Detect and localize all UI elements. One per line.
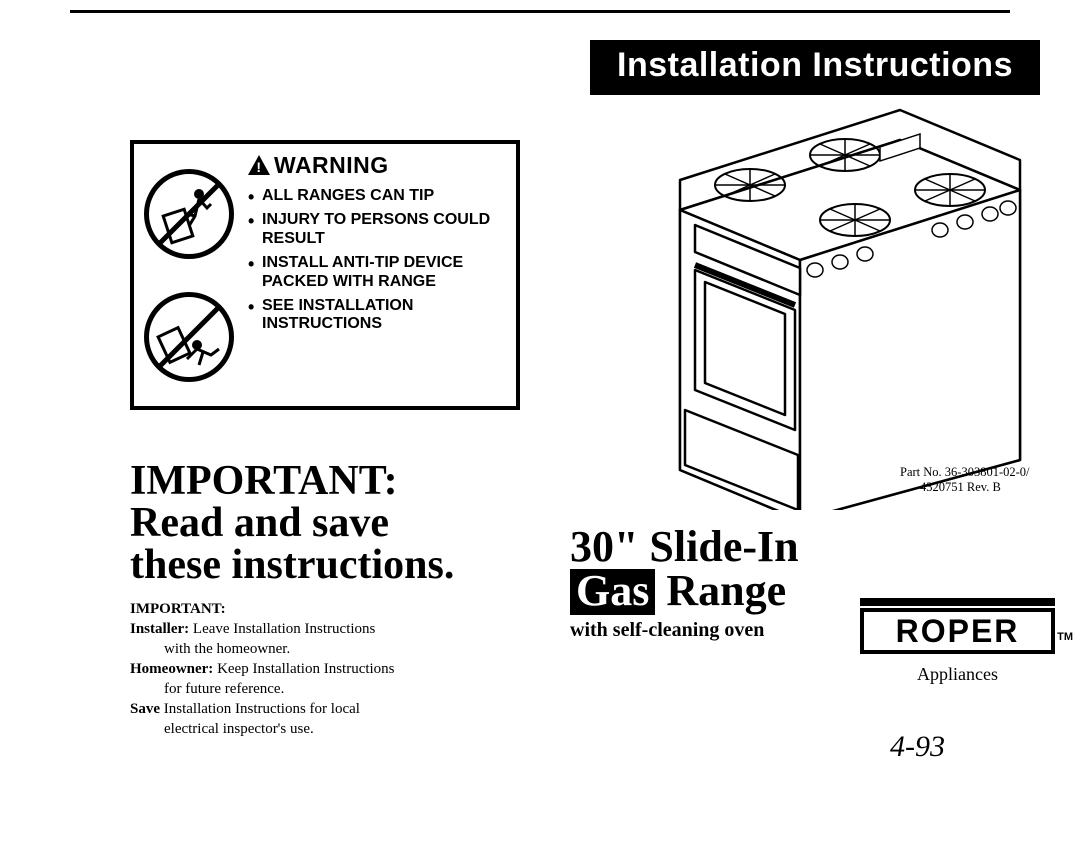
important-l3: these instructions. [130,544,454,586]
warning-item: ALL RANGES CAN TIP [248,187,506,205]
notes-home-2: for future reference. [130,680,530,698]
banner: Installation Instructions [590,40,1040,95]
notes-save-b: Save [130,701,160,717]
notes: IMPORTANT: Installer: Leave Installation… [130,600,530,740]
handwritten-date: 4-93 [890,730,945,764]
brand-bar [860,598,1055,606]
warning-box: ! WARNING ALL RANGES CAN TIP INJURY TO P… [130,140,520,410]
important-heading: IMPORTANT: Read and save these instructi… [130,460,454,586]
product-l2: Gas Range [570,569,799,615]
brand-name: ROPER [896,613,1020,649]
warning-item: SEE INSTALLATION INSTRUCTIONS [248,297,506,334]
tip-hazard-icon [144,169,234,259]
product-l1: 30" Slide-In [570,525,799,569]
warning-icons [134,144,244,406]
partno-l2: 4320751 Rev. B [900,480,1030,495]
top-rule [70,10,1010,13]
warning-title-text: WARNING [274,152,389,178]
notes-installer-b: Installer: [130,621,189,637]
notes-save-t: Installation Instructions for local [160,701,360,717]
warning-item: INJURY TO PERSONS COULD RESULT [248,211,506,248]
svg-text:!: ! [256,159,261,175]
important-l1: IMPORTANT: [130,460,454,502]
warning-text: ! WARNING ALL RANGES CAN TIP INJURY TO P… [244,144,516,406]
brand-sub: Appliances [860,664,1055,685]
notes-home-b: Homeowner: [130,661,213,677]
injury-hazard-icon [144,292,234,382]
part-number: Part No. 36-303801-02-0/ 4320751 Rev. B [900,465,1030,495]
notes-installer-t: Leave Installation Instructions [189,621,375,637]
brand-tm: TM [1057,618,1073,656]
page: Installation Instructions [70,10,1050,790]
product-title: 30" Slide-In Gas Range with self-cleanin… [570,525,799,642]
product-subtitle: with self-cleaning oven [570,619,799,642]
brand-name-box: ROPER TM [860,608,1055,654]
warning-list: ALL RANGES CAN TIP INJURY TO PERSONS COU… [248,187,506,334]
important-l2: Read and save [130,502,454,544]
partno-l1: Part No. 36-303801-02-0/ [900,465,1030,480]
gas-box: Gas [570,569,655,615]
notes-save-2: electrical inspector's use. [130,720,530,738]
warning-title: ! WARNING [248,152,506,181]
range-illustration [600,90,1050,510]
warning-item: INSTALL ANTI-TIP DEVICE PACKED WITH RANG… [248,254,506,291]
notes-home-t: Keep Installation Instructions [213,661,394,677]
notes-installer-2: with the homeowner. [130,640,530,658]
warning-triangle-icon: ! [248,154,270,181]
notes-important-label: IMPORTANT: [130,601,226,617]
range-word: Range [655,566,786,615]
brand-logo: ROPER TM Appliances [860,598,1055,685]
